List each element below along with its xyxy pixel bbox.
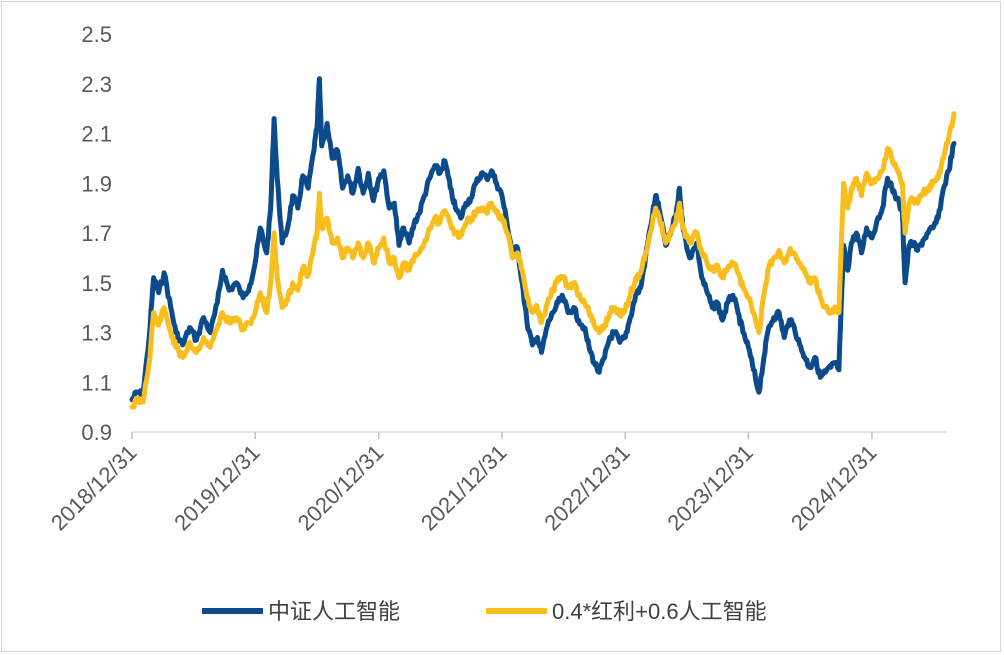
y-tick-label: 2.5 xyxy=(81,22,112,47)
legend-label-series-2: 0.4*红利+0.6人工智能 xyxy=(552,599,767,624)
series-line-1 xyxy=(129,76,957,403)
x-tick-label: 2018/12/31 xyxy=(46,440,142,536)
y-tick-label: 2.3 xyxy=(81,72,112,97)
x-tick-label: 2024/12/31 xyxy=(786,440,882,536)
y-tick-label: 0.9 xyxy=(81,420,112,445)
y-tick-label: 1.5 xyxy=(81,271,112,296)
y-tick-label: 1.9 xyxy=(81,171,112,196)
y-tick-label: 2.1 xyxy=(81,122,112,147)
legend-label-series-1: 中证人工智能 xyxy=(268,599,400,624)
y-tick-label: 1.1 xyxy=(81,370,112,395)
series-layer xyxy=(129,76,957,410)
x-tick-label: 2020/12/31 xyxy=(293,440,389,536)
x-tick-label: 2019/12/31 xyxy=(169,440,265,536)
series-line-2 xyxy=(129,111,957,410)
x-tick-label: 2021/12/31 xyxy=(416,440,512,536)
x-axis: 2018/12/31 2019/12/31 2020/12/31 2021/12/31… xyxy=(46,431,947,536)
y-axis-tick-labels: 0.9 1.1 1.3 1.5 1.7 1.9 2.1 2.3 2.5 xyxy=(81,22,112,445)
y-tick-label: 1.7 xyxy=(81,221,112,246)
x-tick-label: 2022/12/31 xyxy=(539,440,635,536)
legend: 中证人工智能 0.4*红利+0.6人工智能 xyxy=(202,599,767,624)
x-tick-label: 2023/12/31 xyxy=(662,440,758,536)
y-tick-label: 1.3 xyxy=(81,321,112,346)
